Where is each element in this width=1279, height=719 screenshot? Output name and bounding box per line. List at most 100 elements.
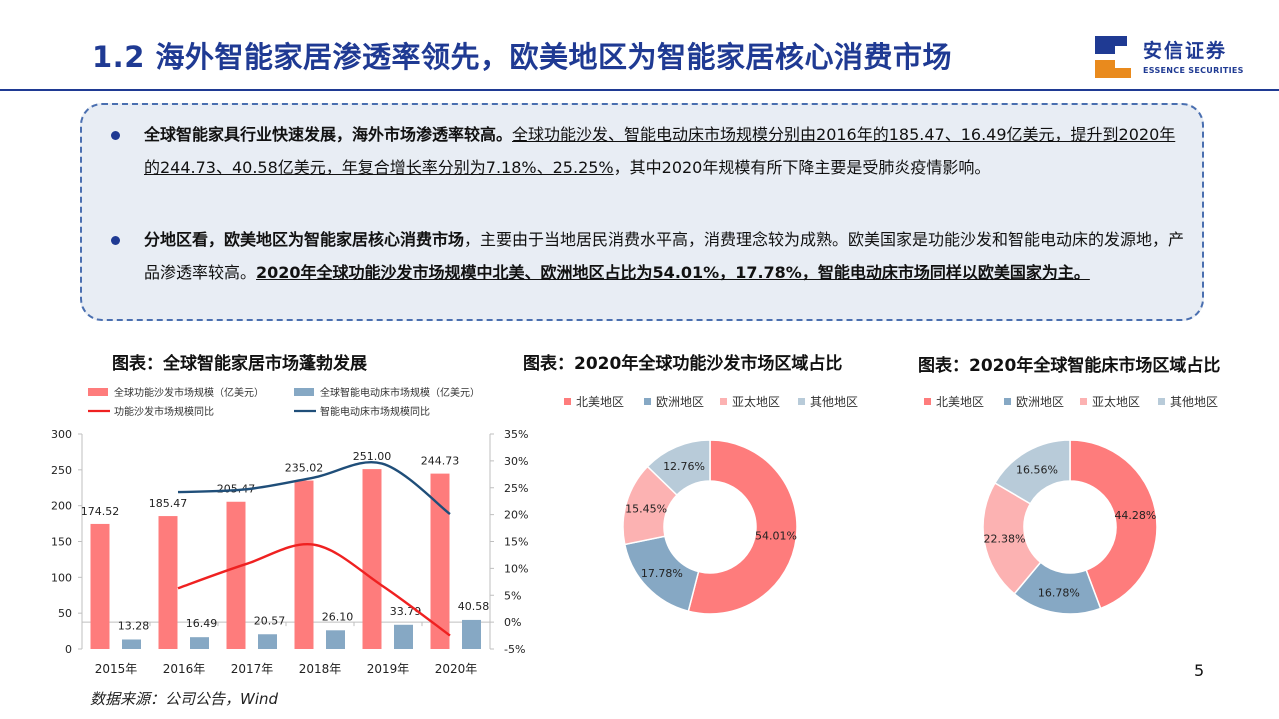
sofa-legend-label: 亚太地区 — [732, 394, 780, 409]
bar-bed-label: 40.58 — [458, 600, 490, 613]
bed-slice-label: 22.38% — [984, 532, 1026, 545]
y-right-tick-label: 10% — [504, 562, 528, 575]
y-right-tick-label: 35% — [504, 428, 528, 441]
sofa-legend-swatch — [720, 398, 727, 405]
y-right-tick-label: -5% — [504, 643, 525, 656]
bar-bed-label: 26.10 — [322, 610, 354, 623]
x-tick-label: 2018年 — [299, 662, 342, 676]
bullet-dot-icon — [111, 131, 120, 140]
y-right-tick-label: 15% — [504, 536, 528, 549]
bar-sofa — [158, 516, 178, 649]
legend-swatch-1 — [88, 388, 108, 396]
bed-slice-label: 16.56% — [1016, 463, 1058, 476]
chart-title-left: 图表：全球智能家居市场蓬勃发展 — [112, 354, 367, 374]
sofa-legend-swatch — [564, 398, 571, 405]
sofa-legend-swatch — [798, 398, 805, 405]
bullet-1-tail: ，其中2020年规模有所下降主要是受肺炎疫情影响。 — [613, 158, 991, 177]
page-title: 1.2 海外智能家居渗透率领先，欧美地区为智能家居核心消费市场 — [92, 40, 952, 74]
bar-sofa — [294, 480, 314, 649]
legend-label-3: 功能沙发市场规模同比 — [114, 405, 214, 418]
bed-legend-label: 其他地区 — [1170, 395, 1218, 409]
bar-sofa-label: 174.52 — [81, 505, 120, 518]
y-left-tick-label: 50 — [58, 607, 72, 620]
bed-legend-swatch — [924, 398, 931, 405]
bed-legend-label: 欧洲地区 — [1016, 395, 1064, 409]
y-right-tick-label: 20% — [504, 509, 528, 522]
company-logo — [1095, 36, 1131, 78]
bullet-1-underlined: 全球功能沙发、智能电动床市场规模分别由2016年的185.47、16.49亿美元… — [144, 125, 1176, 177]
y-left-tick-label: 100 — [51, 571, 72, 584]
bullet-item-1: 全球智能家具行业快速发展，海外市场渗透率较高。全球功能沙发、智能电动床市场规模分… — [111, 118, 1187, 184]
bullet-1-lead: 全球智能家具行业快速发展，海外市场渗透率较高。 — [144, 125, 513, 144]
x-tick-label: 2017年 — [231, 662, 274, 676]
bar-bed-label: 13.28 — [118, 619, 150, 632]
bar-bed-label: 20.57 — [254, 614, 286, 627]
bar-sofa — [226, 501, 246, 649]
x-tick-label: 2016年 — [163, 662, 206, 676]
chart-title-middle: 图表：2020年全球功能沙发市场区域占比 — [523, 354, 843, 374]
y-left-tick-label: 250 — [51, 464, 72, 477]
bed-legend-swatch — [1158, 398, 1165, 405]
chart-title-right: 图表：2020年全球智能床市场区域占比 — [918, 356, 1221, 376]
bar-sofa-label: 244.73 — [421, 455, 460, 468]
sofa-slice-label: 12.76% — [663, 460, 705, 473]
summary-box: 全球智能家具行业快速发展，海外市场渗透率较高。全球功能沙发、智能电动床市场规模分… — [80, 103, 1204, 321]
bed-slice — [1069, 439, 1158, 610]
y-left-tick-label: 200 — [51, 500, 72, 513]
bar-sofa — [90, 523, 110, 649]
market-size-combo-chart: 全球功能沙发市场规模（亿美元） 全球智能电动床市场规模（亿美元） 功能沙发市场规模同… — [51, 386, 528, 676]
bar-bed — [462, 619, 481, 649]
sofa-slice-label: 17.78% — [641, 567, 683, 580]
data-source-note: 数据来源：公司公告，Wind — [90, 690, 279, 708]
bar-bed — [394, 624, 413, 649]
sofa-slice-label: 15.45% — [625, 502, 667, 515]
line-sofa-yoy — [177, 543, 451, 637]
y-right-tick-label: 0% — [504, 616, 521, 629]
sofa-legend-label: 欧洲地区 — [656, 395, 704, 409]
y-right-tick-label: 25% — [504, 482, 528, 495]
y-right-tick-label: 30% — [504, 455, 528, 468]
bed-region-donut-chart: 北美地区 欧洲地区 亚太地区 其他地区 44.28% 16.78% 22.38% 16.56% — [924, 394, 1218, 615]
bar-sofa — [362, 469, 382, 649]
y-left-tick-label: 0 — [65, 643, 72, 656]
bar-sofa-label: 235.02 — [285, 462, 324, 475]
legend-label-1: 全球功能沙发市场规模（亿美元） — [114, 386, 264, 399]
line-bed-yoy — [177, 461, 451, 516]
logo-text-cn: 安信证券 — [1143, 40, 1228, 62]
x-tick-label: 2020年 — [435, 662, 478, 676]
bar-bed — [190, 637, 209, 649]
sofa-legend-swatch — [644, 398, 651, 405]
bed-legend-swatch — [1080, 398, 1087, 405]
legend-swatch-2 — [294, 388, 314, 396]
sofa-slice-label: 54.01% — [755, 529, 797, 542]
sofa-legend-label: 北美地区 — [576, 395, 624, 409]
bar-sofa — [430, 473, 450, 649]
bed-legend-label: 亚太地区 — [1092, 394, 1140, 409]
bar-bed — [258, 634, 277, 649]
sofa-region-donut-chart: 北美地区 欧洲地区 亚太地区 其他地区 54.01% 17.78% 15.45% 12.76% — [564, 394, 858, 615]
bar-bed — [122, 639, 141, 649]
sofa-legend-label: 其他地区 — [810, 395, 858, 409]
bullet-dot-icon — [111, 236, 120, 245]
bar-bed — [326, 630, 345, 649]
bullet-2-bold-underlined: 2020年全球功能沙发市场规模中北美、欧洲地区占比为54.01%，17.78%，… — [256, 263, 1090, 282]
bullet-item-2: 分地区看，欧美地区为智能家居核心消费市场，主要由于当地居民消费水平高，消费理念较… — [111, 223, 1187, 289]
bed-slice — [993, 439, 1071, 505]
sofa-slice — [646, 439, 711, 497]
bar-bed-label: 16.49 — [186, 617, 218, 630]
y-left-tick-label: 300 — [51, 428, 72, 441]
bar-sofa-label: 185.47 — [149, 497, 188, 510]
bed-slice-label: 44.28% — [1114, 509, 1156, 522]
y-right-tick-label: 5% — [504, 589, 521, 602]
bullet-2-lead: 分地区看，欧美地区为智能家居核心消费市场 — [144, 230, 465, 249]
legend-label-2: 全球智能电动床市场规模（亿美元） — [320, 386, 480, 399]
logo-text-en: ESSENCE SECURITIES — [1143, 66, 1244, 75]
bed-slice-label: 16.78% — [1038, 587, 1080, 600]
bed-legend-swatch — [1004, 398, 1011, 405]
x-tick-label: 2015年 — [95, 662, 138, 676]
header-divider — [0, 89, 1279, 91]
bullet-2-plain: ，主要由于当地居民消费水平高，消费理念较为成熟。欧美国家是功能沙发和智能电动床的… — [144, 230, 1185, 282]
sofa-slice — [687, 439, 798, 615]
y-left-tick-label: 150 — [51, 536, 72, 549]
bar-sofa-label: 251.00 — [353, 450, 392, 463]
